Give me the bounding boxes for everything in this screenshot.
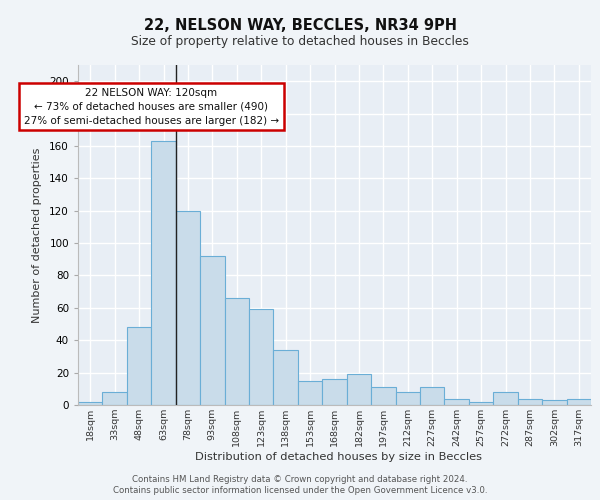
Bar	[566, 398, 591, 405]
Bar	[542, 400, 566, 405]
Bar	[200, 256, 224, 405]
Bar	[371, 387, 395, 405]
Bar	[224, 298, 249, 405]
Text: Size of property relative to detached houses in Beccles: Size of property relative to detached ho…	[131, 35, 469, 48]
Text: Contains HM Land Registry data © Crown copyright and database right 2024.: Contains HM Land Registry data © Crown c…	[132, 475, 468, 484]
Bar	[151, 141, 176, 405]
Bar	[298, 380, 322, 405]
Bar	[249, 310, 274, 405]
Text: Distribution of detached houses by size in Beccles: Distribution of detached houses by size …	[196, 452, 482, 462]
Bar	[103, 392, 127, 405]
Bar	[395, 392, 420, 405]
Bar	[347, 374, 371, 405]
Bar	[274, 350, 298, 405]
Text: 22 NELSON WAY: 120sqm
← 73% of detached houses are smaller (490)
27% of semi-det: 22 NELSON WAY: 120sqm ← 73% of detached …	[24, 88, 279, 126]
Y-axis label: Number of detached properties: Number of detached properties	[32, 148, 42, 322]
Bar	[176, 210, 200, 405]
Bar	[127, 328, 151, 405]
Bar	[518, 398, 542, 405]
Bar	[322, 379, 347, 405]
Bar	[493, 392, 518, 405]
Text: Contains public sector information licensed under the Open Government Licence v3: Contains public sector information licen…	[113, 486, 487, 495]
Bar	[445, 398, 469, 405]
Text: 22, NELSON WAY, BECCLES, NR34 9PH: 22, NELSON WAY, BECCLES, NR34 9PH	[143, 18, 457, 32]
Bar	[469, 402, 493, 405]
Bar	[78, 402, 103, 405]
Bar	[420, 387, 445, 405]
